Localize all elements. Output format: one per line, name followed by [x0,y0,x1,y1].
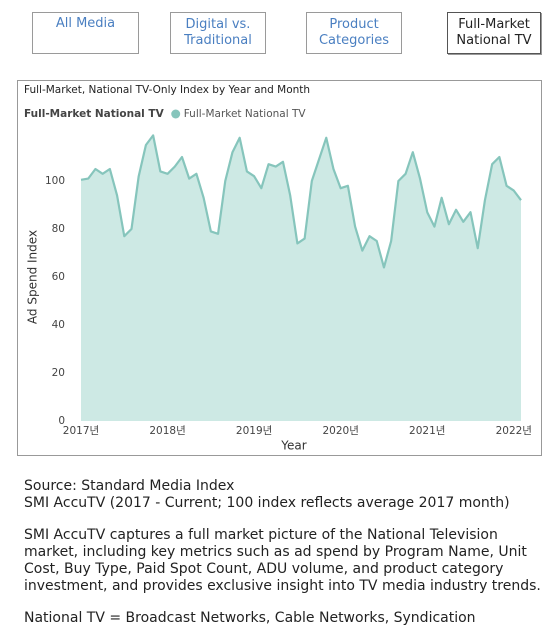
y-tick-label: 80 [52,223,65,235]
source: Source: Standard Media Index [24,478,235,494]
tab[interactable]: Product Categories [306,12,402,54]
chart: Full-Market, National TV-Only Index by Y… [24,84,532,453]
tab-selected[interactable]: Full-Market National TV [447,12,541,54]
x-axis-label: Year [280,439,306,453]
x-tick-label: 2017년 [63,425,99,437]
notes: Source: Standard Media Index SMI AccuTV … [24,478,544,627]
legend-label: Full-Market National TV [184,108,307,120]
y-tick-label: 100 [45,175,65,187]
area-fill [81,135,521,421]
y-tick-label: 20 [52,367,65,379]
coverage: SMI AccuTV (2017 - Current; 100 index re… [24,495,510,511]
x-tick-label: 2021년 [409,425,445,437]
legend-marker [171,109,181,119]
x-tick-label: 2019년 [236,425,272,437]
tab[interactable]: Digital vs. Traditional [170,12,266,54]
chart-title: Full-Market, National TV-Only Index by Y… [24,84,310,96]
x-tick-label: 2020년 [322,425,358,437]
series-line [80,134,522,269]
y-axis-label: Ad Spend Index [26,230,40,324]
description: SMI AccuTV captures a full market pictur… [24,527,541,594]
definition: National TV = Broadcast Networks, Cable … [24,610,476,626]
y-tick-label: 40 [52,319,65,331]
x-tick-label: 2018년 [149,425,185,437]
x-tick-label: 2022년 [496,425,532,437]
chart-frame: Full-Market, National TV-Only Index by Y… [17,80,542,456]
legend-title: Full-Market National TV [24,108,165,120]
y-tick-label: 60 [52,271,65,283]
y-tick-label: 0 [58,415,65,427]
tab[interactable]: All Media [32,12,139,54]
